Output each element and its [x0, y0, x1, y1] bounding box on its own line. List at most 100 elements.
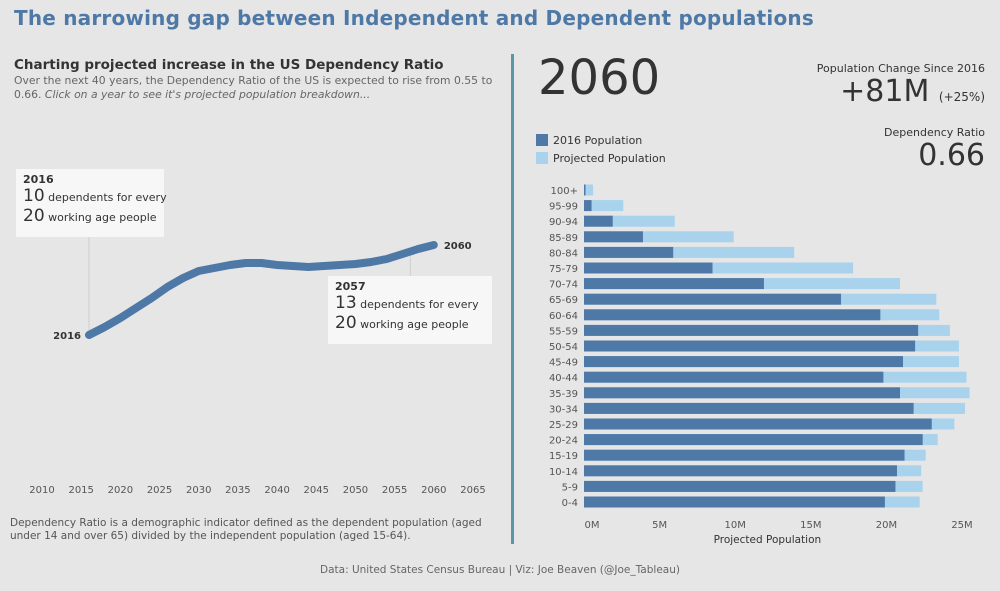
- population-2016-bar: [584, 496, 885, 508]
- legend-swatch-2016: [536, 134, 548, 146]
- panel-divider: [511, 54, 514, 544]
- x-tick-label: 2010: [29, 485, 54, 496]
- population-2016-bar: [584, 184, 586, 196]
- x-axis-label: Projected Population: [714, 534, 822, 546]
- age-group-label: 60-64: [549, 311, 578, 322]
- line-chart-subtitle: Charting projected increase in the US De…: [14, 57, 444, 73]
- dashboard-title: The narrowing gap between Independent an…: [14, 6, 814, 30]
- annotation-year: 2016: [23, 173, 54, 186]
- age-group-label: 55-59: [549, 326, 578, 337]
- population-2016-bar: [584, 293, 842, 305]
- annotation-count: 10: [23, 186, 45, 206]
- x-tick-label: 2045: [304, 485, 329, 496]
- projected-population-bar: [584, 184, 594, 196]
- x-tick-label: 2020: [108, 485, 133, 496]
- x-tick-label: 5M: [652, 520, 667, 531]
- population-change-percent: (+25%): [938, 90, 985, 104]
- x-tick-label: 2060: [421, 485, 446, 496]
- annotation-count: 13: [335, 293, 357, 313]
- annotation-2016: 2016 10 dependents for every 20 working …: [16, 169, 167, 237]
- annotation-2057: 2057 13 dependents for every 20 working …: [328, 276, 492, 344]
- age-group-label: 15-19: [549, 451, 578, 462]
- population-2016-bar: [584, 449, 905, 461]
- x-tick-label: 15M: [800, 520, 821, 531]
- age-group-label: 30-34: [549, 404, 578, 415]
- legend-swatch-projected: [536, 152, 548, 164]
- annotation-year: 2057: [335, 280, 366, 293]
- age-group-label: 5-9: [562, 482, 578, 493]
- x-tick-label: 2050: [343, 485, 368, 496]
- dependency-ratio-label: Dependency Ratio: [884, 126, 985, 139]
- population-2016-bar: [584, 215, 613, 227]
- x-tick-label: 20M: [876, 520, 897, 531]
- age-group-label: 50-54: [549, 342, 578, 353]
- legend-label: Projected Population: [553, 152, 666, 165]
- data-credit: Data: United States Census Bureau | Viz:…: [320, 564, 680, 576]
- age-group-label: 80-84: [549, 248, 578, 259]
- dependency-ratio-value: 0.66: [918, 138, 985, 173]
- population-2016-bar: [584, 200, 592, 212]
- population-2016-bar: [584, 465, 897, 477]
- age-group-label: 35-39: [549, 389, 578, 400]
- x-tick-label: 25M: [951, 520, 972, 531]
- x-tick-label: 2030: [186, 485, 211, 496]
- population-2016-bar: [584, 309, 881, 321]
- x-tick-label: 2040: [264, 485, 289, 496]
- population-bar-chart[interactable]: 100+ 95-99 90-94 85-89 80-84 75-79 70-74 65-69 6…: [520, 180, 1000, 560]
- population-2016-bar: [584, 340, 916, 352]
- legend-item-2016[interactable]: 2016 Population: [536, 134, 642, 147]
- line-start-label: 2016: [53, 331, 81, 342]
- dependency-ratio-line: [85, 241, 438, 339]
- dependency-ratio-line-chart[interactable]: 2010 2015 2020 2025 2030 2035 2040 2045 2050 2055…: [0, 200, 511, 500]
- population-2016-bar: [584, 262, 713, 274]
- annotation-text: working age people: [48, 211, 157, 224]
- population-2016-bar: [584, 480, 896, 492]
- annotation-line-2: 20 working age people: [335, 313, 485, 333]
- population-change-number: +81M: [840, 74, 930, 109]
- annotation-text: dependents for every: [360, 298, 479, 311]
- instruction-text: Click on a year to see it's projected po…: [44, 88, 371, 101]
- line-end-label: 2060: [444, 241, 472, 252]
- population-2016-bar: [584, 356, 904, 368]
- x-tick-label: 2035: [225, 485, 250, 496]
- annotation-base: 20: [335, 313, 357, 333]
- population-2016-bar: [584, 418, 932, 430]
- age-group-label: 40-44: [549, 373, 578, 384]
- age-group-label: 75-79: [549, 264, 578, 275]
- population-2016-bar: [584, 324, 919, 336]
- annotation-line-1: 10 dependents for every: [23, 186, 167, 206]
- population-2016-bar: [584, 434, 923, 446]
- annotation-line-1: 13 dependents for every: [335, 293, 485, 313]
- description-text: Over the next 40 years, the Dependency R…: [14, 74, 493, 101]
- projected-population-bar: [584, 262, 854, 274]
- legend-label: 2016 Population: [553, 134, 643, 147]
- population-change-value: +81M (+25%): [840, 74, 985, 109]
- age-group-label: 70-74: [549, 280, 578, 291]
- age-group-label: 90-94: [549, 217, 578, 228]
- age-group-label: 20-24: [549, 436, 578, 447]
- annotation-text: dependents for every: [48, 191, 167, 204]
- population-2016-bar: [584, 278, 764, 290]
- population-change-label: Population Change Since 2016: [816, 62, 985, 75]
- age-group-label: 95-99: [549, 202, 578, 213]
- projected-population-bar: [584, 200, 624, 212]
- age-group-label: 45-49: [549, 358, 578, 369]
- population-2016-bar: [584, 387, 901, 399]
- x-tick-label: 2015: [68, 485, 93, 496]
- x-tick-label: 2025: [147, 485, 172, 496]
- population-2016-bar: [584, 402, 914, 414]
- dependency-ratio-definition: Dependency Ratio is a demographic indica…: [10, 517, 482, 542]
- projected-population-bar: [584, 215, 675, 227]
- age-group-label: 25-29: [549, 420, 578, 431]
- projected-population-bar: [584, 231, 734, 243]
- population-2016-bar: [584, 231, 643, 243]
- population-2016-bar: [584, 371, 884, 383]
- legend-item-projected[interactable]: Projected Population: [536, 152, 666, 165]
- x-tick-label: 0M: [585, 520, 600, 531]
- age-group-label: 65-69: [549, 295, 578, 306]
- age-group-label: 10-14: [549, 467, 578, 478]
- x-tick-label: 2055: [382, 485, 407, 496]
- annotation-base: 20: [23, 206, 45, 226]
- x-tick-label: 2065: [460, 485, 485, 496]
- annotation-line-2: 20 working age people: [23, 206, 157, 226]
